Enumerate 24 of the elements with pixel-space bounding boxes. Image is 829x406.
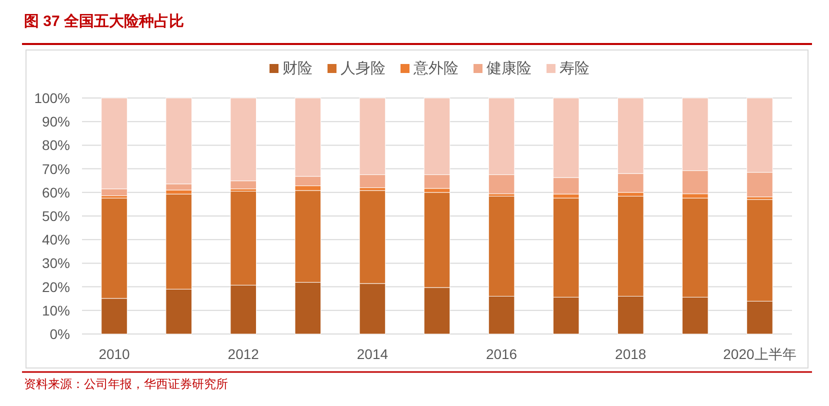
- legend-label: 财险: [282, 60, 312, 77]
- x-tick-label: 2012: [228, 346, 260, 362]
- legend-label: 健康险: [486, 60, 532, 77]
- legend-label: 寿险: [560, 60, 590, 77]
- x-tick-label: 2018: [615, 346, 646, 362]
- legend-label: 意外险: [412, 60, 458, 77]
- x-tick-label: 2014: [356, 346, 388, 362]
- y-tick-label: 70%: [42, 160, 70, 177]
- y-tick-label: 0%: [50, 326, 70, 342]
- legend-label: 人身险: [340, 60, 386, 77]
- y-tick-label: 60%: [42, 184, 70, 200]
- chart-title: 图 37 全国五大险种占比: [24, 13, 184, 30]
- text: 资料来源：公司年报，华西证券研究所: [24, 377, 228, 391]
- y-tick-label: 30%: [42, 255, 70, 272]
- x-tick-label: 2016: [486, 346, 518, 362]
- x-tick-label: 2010: [98, 346, 130, 362]
- x-tick-label: 2020上半年: [723, 346, 796, 362]
- y-tick-label: 20%: [42, 278, 70, 295]
- y-tick-label: 40%: [42, 232, 70, 248]
- y-tick-label: 80%: [42, 137, 70, 154]
- y-tick-label: 100%: [34, 90, 70, 106]
- y-tick-label: 50%: [42, 208, 70, 224]
- y-tick-label: 10%: [42, 302, 70, 318]
- y-tick-label: 90%: [42, 114, 70, 130]
